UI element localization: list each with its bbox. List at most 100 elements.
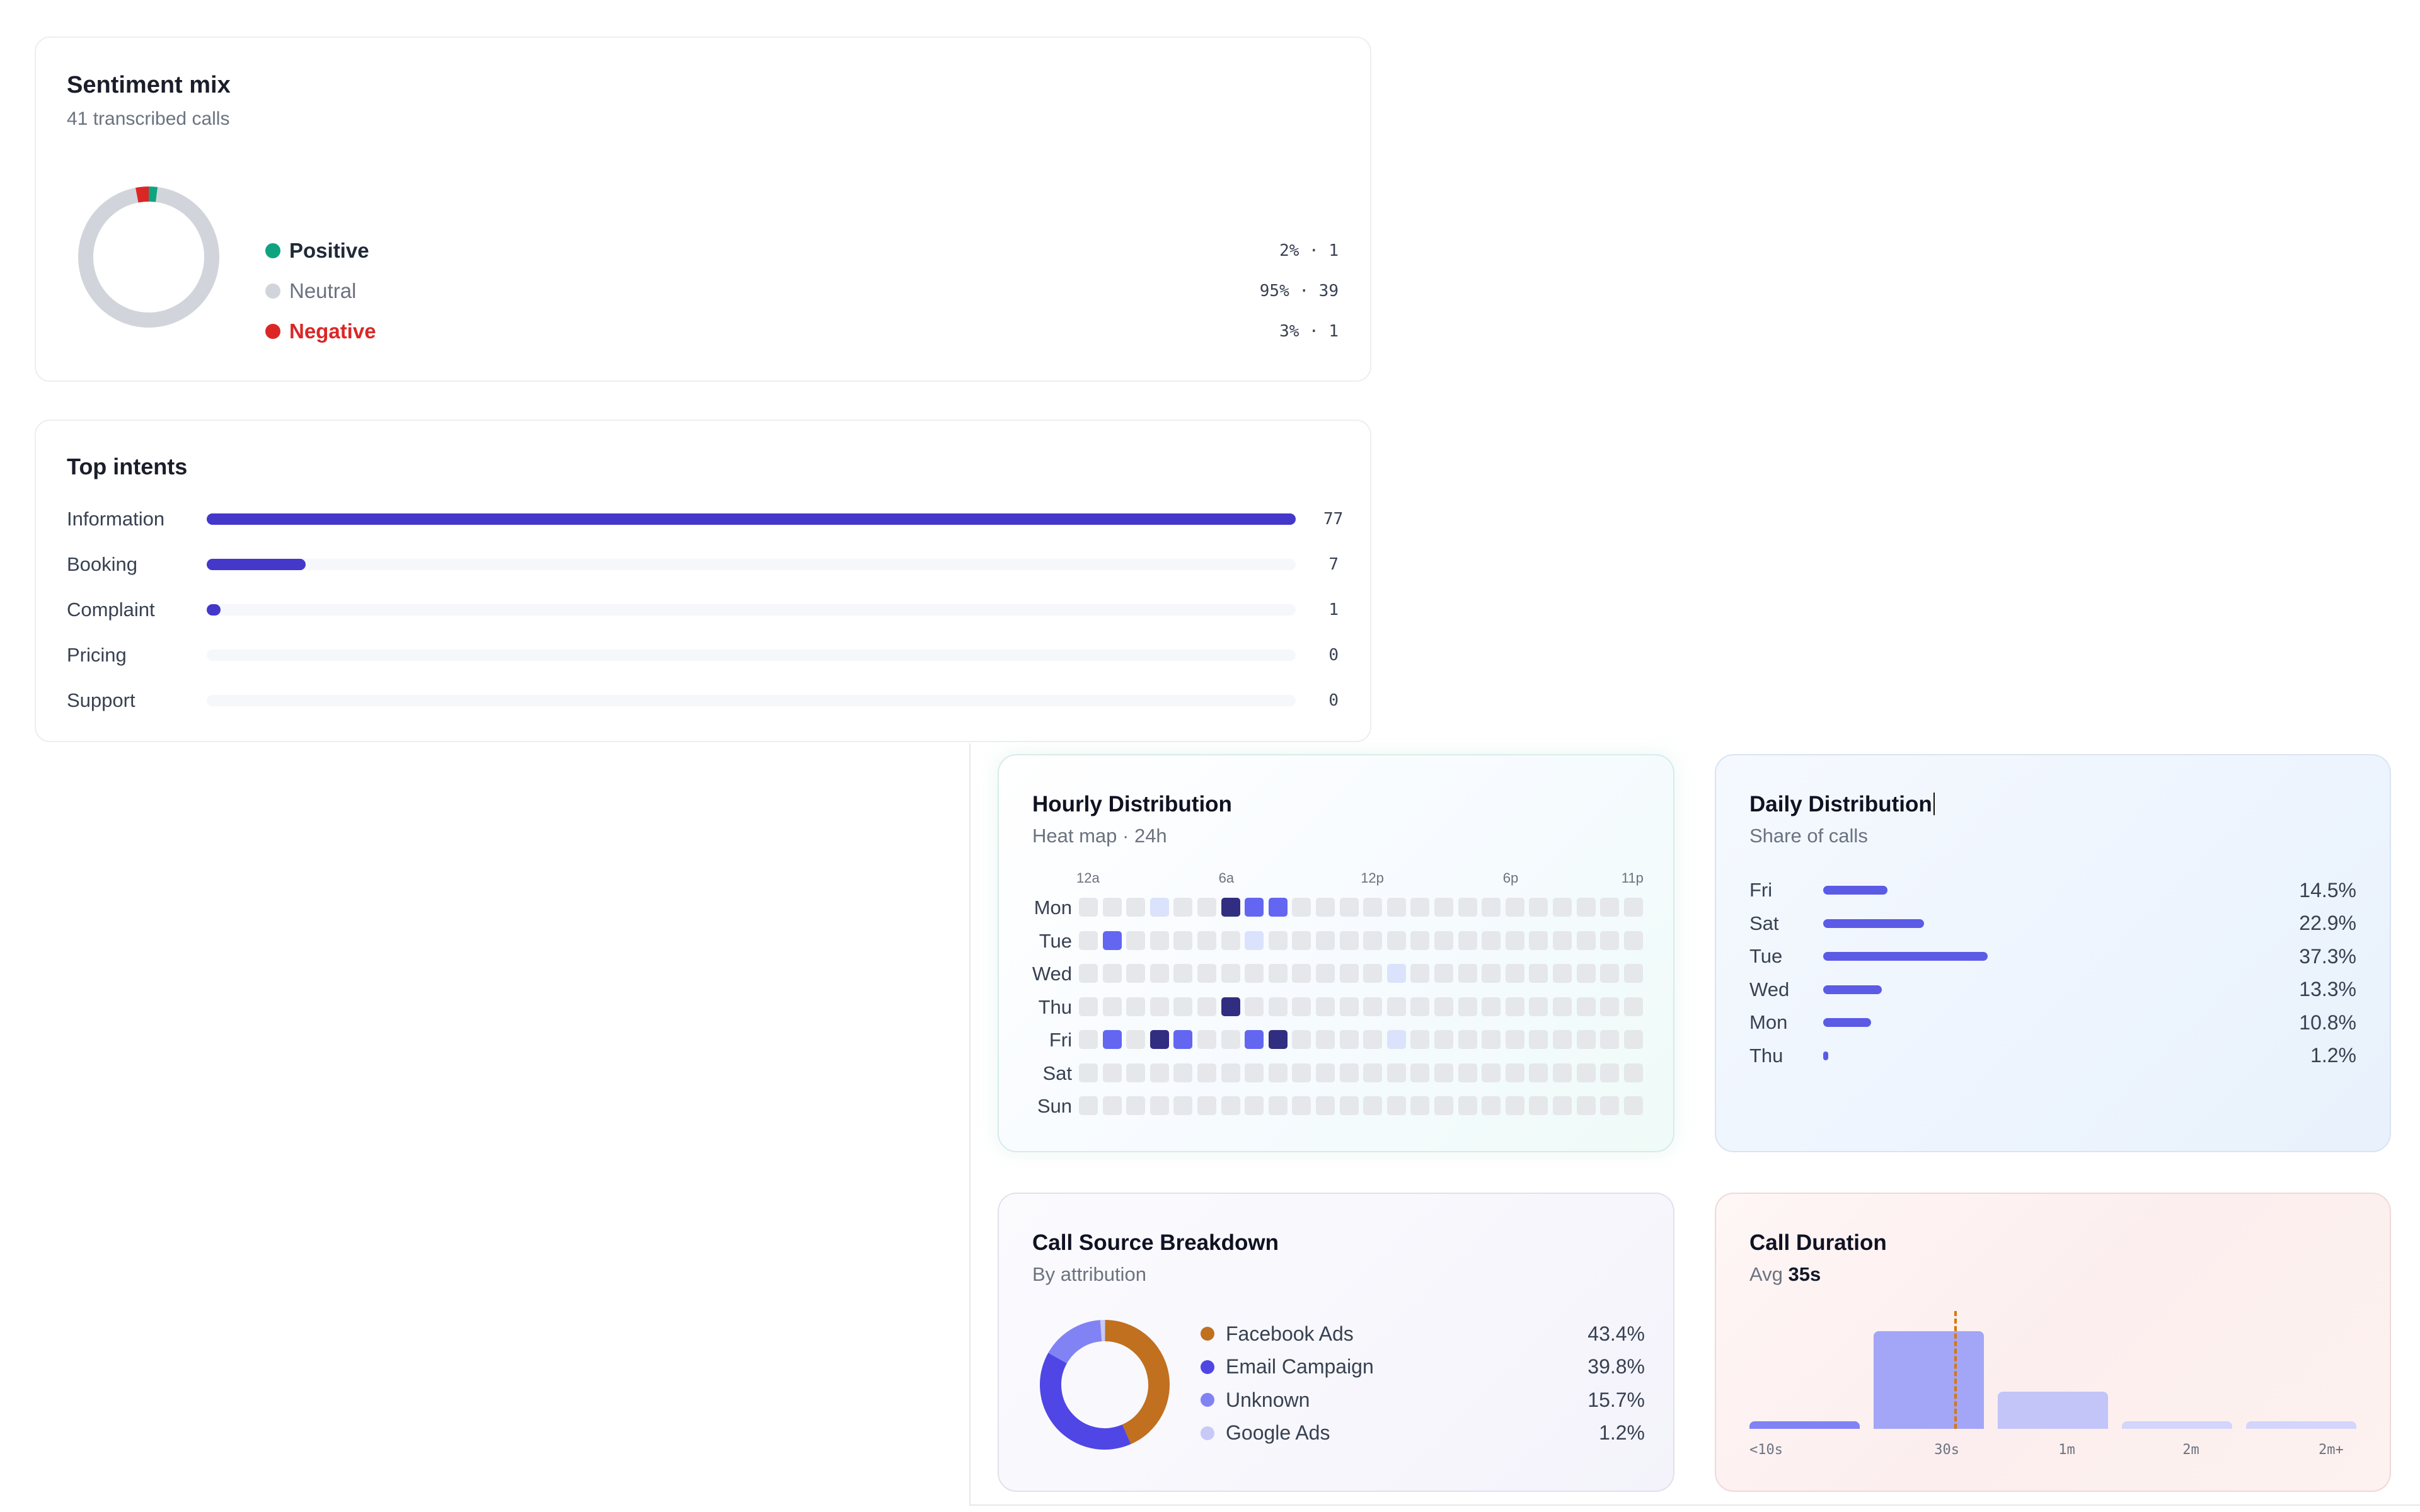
heatmap-cell[interactable] [1079,1096,1098,1115]
heatmap-cell[interactable] [1434,1063,1453,1082]
heatmap-cell[interactable] [1221,1096,1240,1115]
heatmap-cell[interactable] [1363,1096,1383,1115]
heatmap-cell[interactable] [1126,931,1146,950]
heatmap-cell[interactable] [1482,964,1501,983]
heatmap-cell[interactable] [1458,964,1477,983]
heatmap-cell[interactable] [1292,1030,1311,1049]
heatmap-cell[interactable] [1102,898,1122,917]
heatmap-cell[interactable] [1410,1063,1430,1082]
heatmap-cell[interactable] [1292,1096,1311,1115]
heatmap-cell[interactable] [1623,1030,1643,1049]
heatmap-cell[interactable] [1386,1063,1406,1082]
heatmap-cell[interactable] [1623,997,1643,1016]
heatmap-cell[interactable] [1126,1063,1146,1082]
heatmap-cell[interactable] [1482,1030,1501,1049]
heatmap-cell[interactable] [1102,1096,1122,1115]
heatmap-cell[interactable] [1173,964,1193,983]
heatmap-cell[interactable] [1316,964,1335,983]
heatmap-cell[interactable] [1529,964,1548,983]
heatmap-cell[interactable] [1316,997,1335,1016]
heatmap-cell[interactable] [1529,1096,1548,1115]
heatmap-cell[interactable] [1268,1063,1288,1082]
heatmap-cell[interactable] [1458,1063,1477,1082]
heatmap-cell[interactable] [1505,931,1524,950]
heatmap-cell[interactable] [1623,964,1643,983]
heatmap-cell[interactable] [1434,1096,1453,1115]
heatmap-cell[interactable] [1268,1030,1288,1049]
heatmap-cell[interactable] [1386,997,1406,1016]
heatmap-cell[interactable] [1529,1030,1548,1049]
heatmap-cell[interactable] [1102,997,1122,1016]
heatmap-cell[interactable] [1576,1063,1596,1082]
heatmap-cell[interactable] [1505,898,1524,917]
heatmap-cell[interactable] [1292,898,1311,917]
heatmap-cell[interactable] [1268,997,1288,1016]
heatmap-cell[interactable] [1150,931,1169,950]
heatmap-cell[interactable] [1410,1096,1430,1115]
heatmap-cell[interactable] [1316,1063,1335,1082]
heatmap-cell[interactable] [1079,898,1098,917]
heatmap-cell[interactable] [1150,1063,1169,1082]
heatmap-cell[interactable] [1173,1063,1193,1082]
heatmap-cell[interactable] [1576,931,1596,950]
heatmap-cell[interactable] [1245,898,1264,917]
heatmap-cell[interactable] [1505,1030,1524,1049]
heatmap-cell[interactable] [1268,964,1288,983]
heatmap-cell[interactable] [1245,931,1264,950]
heatmap-cell[interactable] [1576,1030,1596,1049]
heatmap-cell[interactable] [1529,931,1548,950]
heatmap-cell[interactable] [1339,997,1359,1016]
heatmap-cell[interactable] [1126,1096,1146,1115]
heatmap-cell[interactable] [1268,898,1288,917]
heatmap-cell[interactable] [1102,964,1122,983]
heatmap-cell[interactable] [1316,931,1335,950]
heatmap-cell[interactable] [1410,931,1430,950]
heatmap-cell[interactable] [1245,997,1264,1016]
heatmap-cell[interactable] [1623,1096,1643,1115]
heatmap-cell[interactable] [1102,1030,1122,1049]
heatmap-cell[interactable] [1434,1030,1453,1049]
heatmap-cell[interactable] [1553,1063,1572,1082]
heatmap-cell[interactable] [1623,1063,1643,1082]
heatmap-cell[interactable] [1173,898,1193,917]
heatmap-cell[interactable] [1221,964,1240,983]
heatmap-cell[interactable] [1173,997,1193,1016]
heatmap-cell[interactable] [1126,997,1146,1016]
heatmap-cell[interactable] [1576,964,1596,983]
heatmap-cell[interactable] [1623,898,1643,917]
heatmap-cell[interactable] [1126,898,1146,917]
heatmap-cell[interactable] [1600,1063,1620,1082]
heatmap-cell[interactable] [1505,997,1524,1016]
heatmap-cell[interactable] [1173,1030,1193,1049]
heatmap-cell[interactable] [1600,931,1620,950]
heatmap-cell[interactable] [1434,964,1453,983]
heatmap-cell[interactable] [1292,997,1311,1016]
heatmap-cell[interactable] [1482,898,1501,917]
heatmap-cell[interactable] [1173,931,1193,950]
heatmap-cell[interactable] [1458,898,1477,917]
heatmap-cell[interactable] [1600,964,1620,983]
heatmap-cell[interactable] [1505,964,1524,983]
heatmap-cell[interactable] [1553,997,1572,1016]
heatmap-cell[interactable] [1576,898,1596,917]
heatmap-cell[interactable] [1102,931,1122,950]
heatmap-cell[interactable] [1410,1030,1430,1049]
heatmap-cell[interactable] [1505,1063,1524,1082]
heatmap-cell[interactable] [1197,964,1216,983]
heatmap-cell[interactable] [1079,931,1098,950]
heatmap-cell[interactable] [1339,1096,1359,1115]
heatmap-cell[interactable] [1363,1030,1383,1049]
heatmap-cell[interactable] [1576,1096,1596,1115]
heatmap-cell[interactable] [1386,1030,1406,1049]
heatmap-cell[interactable] [1458,1096,1477,1115]
heatmap-cell[interactable] [1150,964,1169,983]
heatmap-cell[interactable] [1553,1030,1572,1049]
heatmap-cell[interactable] [1292,964,1311,983]
heatmap-cell[interactable] [1221,898,1240,917]
heatmap-cell[interactable] [1197,1030,1216,1049]
heatmap-cell[interactable] [1339,1030,1359,1049]
heatmap-cell[interactable] [1386,931,1406,950]
heatmap-cell[interactable] [1386,1096,1406,1115]
heatmap-cell[interactable] [1458,931,1477,950]
heatmap-cell[interactable] [1505,1096,1524,1115]
